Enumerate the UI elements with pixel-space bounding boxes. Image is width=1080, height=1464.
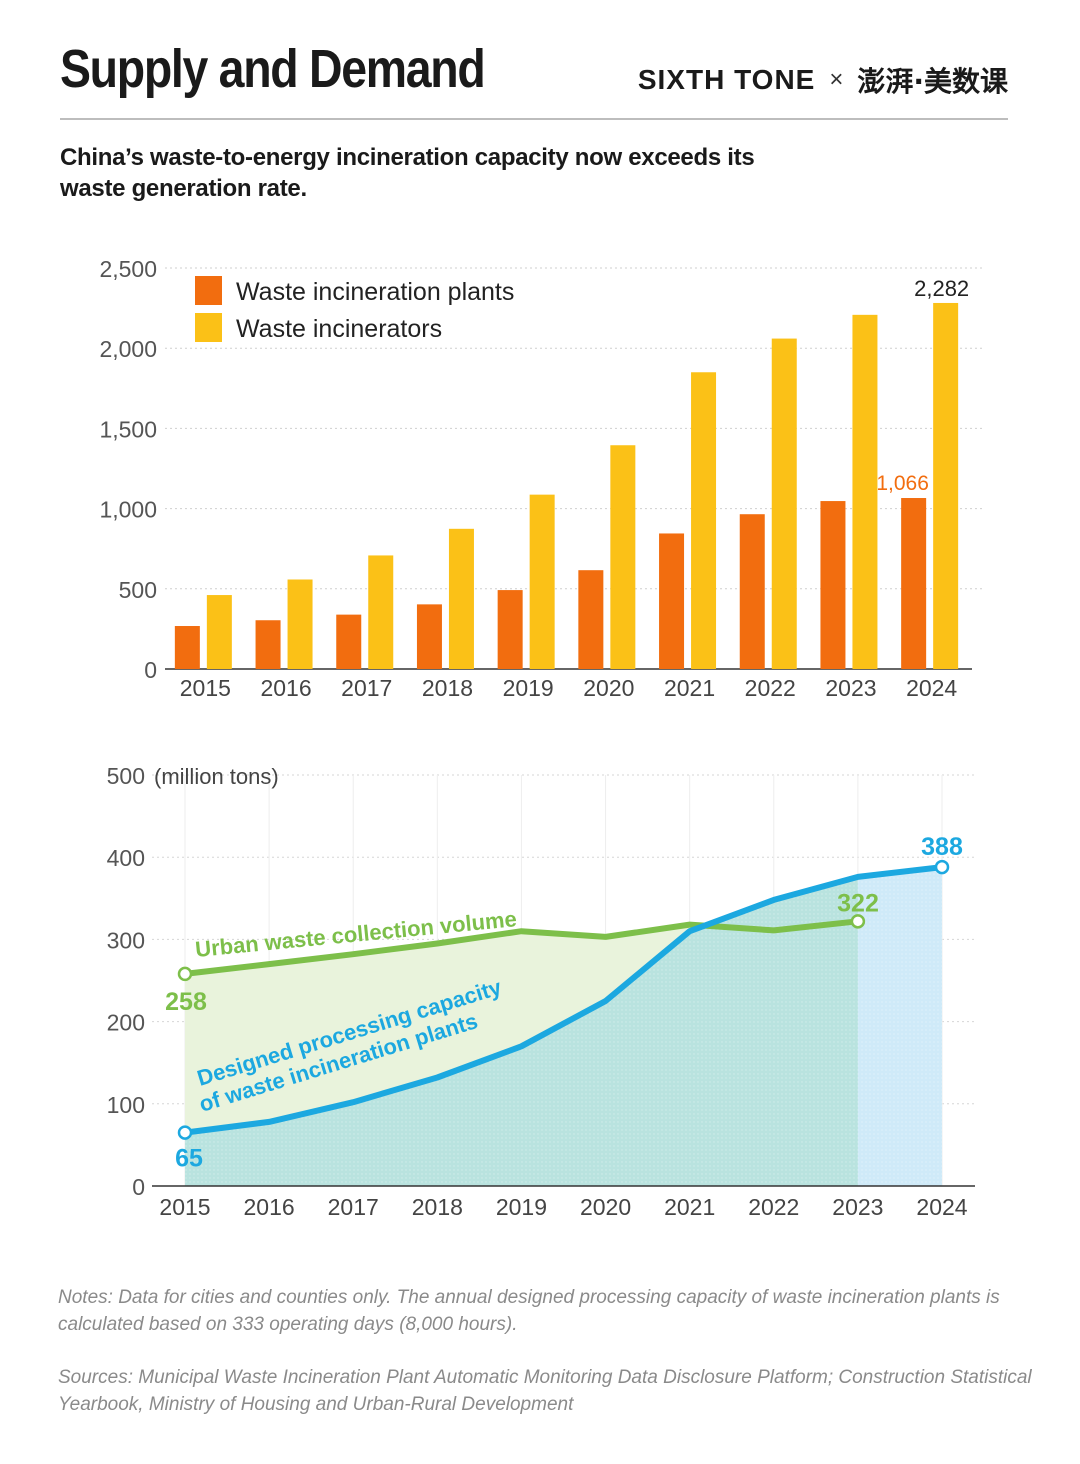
header-divider xyxy=(60,118,1008,120)
y-tick-label: 200 xyxy=(107,1010,145,1036)
chart-sources: Sources: Municipal Waste Incineration Pl… xyxy=(58,1367,1032,1415)
x-tick-label: 2020 xyxy=(583,675,634,701)
bar xyxy=(416,604,442,669)
x-tick-label: 2015 xyxy=(159,1194,210,1220)
x-tick-label: 2017 xyxy=(341,675,392,701)
y-tick-label: 2,000 xyxy=(99,336,157,362)
brand-logos: SIXTH TONE × 澎湃·美数课 xyxy=(638,60,1008,100)
brand-separator: × xyxy=(829,66,844,93)
x-tick-label: 2023 xyxy=(832,1194,883,1220)
line-chart: 0 100 200 300 400 500 (million tons) 258 322 65 38… xyxy=(107,763,975,1220)
bar xyxy=(771,338,797,669)
capacity-line xyxy=(182,864,945,1136)
bar xyxy=(901,498,927,669)
x-tick-label: 2024 xyxy=(906,675,957,701)
x-tick-label: 2016 xyxy=(260,675,311,701)
bar-chart: 0 500 1,000 1,500 2,000 2,500 2015 2016 2017 2018… xyxy=(99,256,985,701)
bar xyxy=(578,570,604,669)
data-label: 322 xyxy=(837,889,879,917)
the-paper-logo: 澎湃·美数课 xyxy=(857,65,1008,98)
x-tick-label: 2022 xyxy=(748,1194,799,1220)
y-tick-label: 400 xyxy=(107,845,145,871)
bar xyxy=(691,372,717,669)
x-tick-label: 2017 xyxy=(328,1194,379,1220)
legend-label: Waste incineration plants xyxy=(236,278,514,306)
bar xyxy=(255,620,281,669)
bar xyxy=(933,302,959,669)
data-label: 1,066 xyxy=(876,472,929,495)
x-tick-label: 2021 xyxy=(664,675,715,701)
x-tick-label: 2022 xyxy=(745,675,796,701)
y-tick-label: 500 xyxy=(119,577,157,603)
x-tick-label: 2020 xyxy=(580,1194,631,1220)
bar xyxy=(336,614,362,669)
data-label: 258 xyxy=(165,988,207,1016)
endpoint-marker xyxy=(177,1125,193,1140)
bar xyxy=(529,494,555,669)
bar xyxy=(448,528,474,669)
data-label: 388 xyxy=(921,833,963,861)
sixth-tone-logo: SIXTH TONE xyxy=(637,64,816,95)
collection-line xyxy=(182,918,861,977)
bar xyxy=(610,445,636,669)
data-label: 65 xyxy=(175,1145,203,1173)
bar xyxy=(174,626,200,669)
legend-swatch xyxy=(195,276,222,305)
y-tick-label: 0 xyxy=(144,657,157,683)
y-tick-label: 100 xyxy=(107,1092,145,1118)
bar xyxy=(820,501,846,669)
endpoint-marker xyxy=(934,859,950,875)
x-tick-label: 2018 xyxy=(422,675,473,701)
x-tick-label: 2019 xyxy=(503,675,554,701)
chart-notes: Notes: Data for cities and counties only… xyxy=(58,1287,1000,1335)
endpoint-marker xyxy=(177,966,193,982)
legend-swatch xyxy=(195,313,222,342)
bar xyxy=(497,590,523,669)
legend-label: Waste incinerators xyxy=(236,315,442,343)
endpoint-marker xyxy=(850,914,866,929)
page-title: Supply and Demand xyxy=(60,39,486,99)
y-tick-label: 1,500 xyxy=(99,416,157,442)
bar xyxy=(739,514,765,669)
x-tick-label: 2016 xyxy=(244,1194,295,1220)
chart-subtitle: China’s waste-to-energy incineration cap… xyxy=(60,144,755,202)
x-tick-label: 2023 xyxy=(825,675,876,701)
data-label: 2,282 xyxy=(914,276,969,301)
x-tick-label: 2015 xyxy=(180,675,231,701)
y-tick-label: 2,500 xyxy=(99,256,157,282)
bar xyxy=(659,533,685,669)
x-tick-label: 2024 xyxy=(916,1194,967,1220)
x-tick-label: 2018 xyxy=(412,1194,463,1220)
x-tick-label: 2019 xyxy=(496,1194,547,1220)
x-tick-label: 2021 xyxy=(664,1194,715,1220)
bar xyxy=(368,555,394,669)
bar xyxy=(206,595,232,669)
bar xyxy=(852,314,878,669)
y-tick-label: 0 xyxy=(132,1174,145,1200)
y-tick-label: 1,000 xyxy=(99,497,157,523)
y-tick-label: 500 xyxy=(107,763,145,789)
y-axis-label: (million tons) xyxy=(154,764,279,789)
y-tick-label: 300 xyxy=(107,927,145,953)
bar xyxy=(287,579,313,669)
